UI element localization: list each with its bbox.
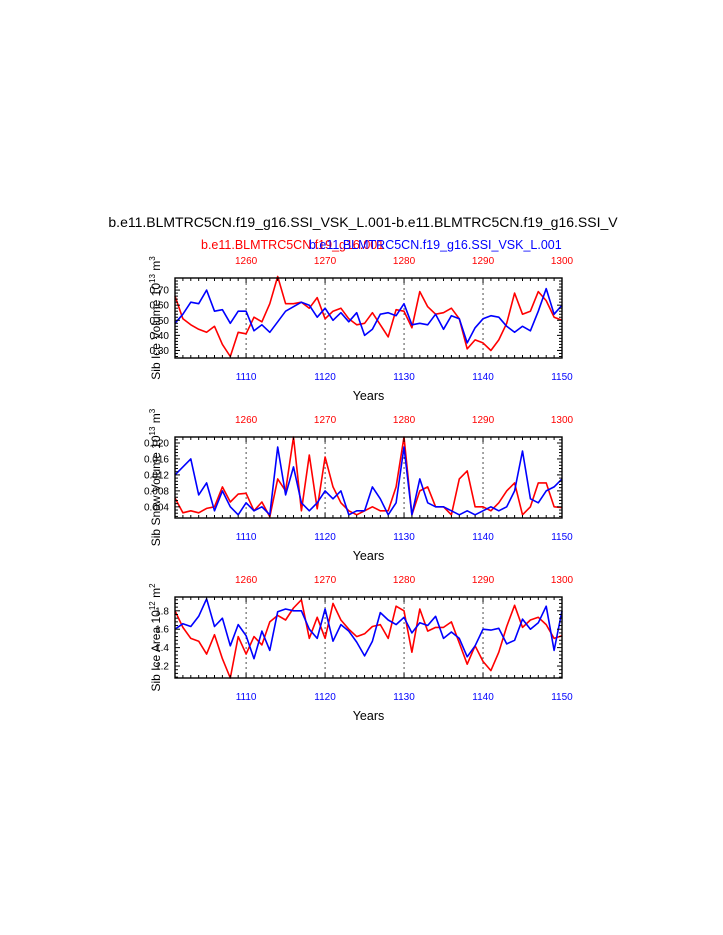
x-tick-label-top: 1270 — [314, 256, 337, 267]
x-tick-label-bottom: 1130 — [393, 372, 415, 383]
x-tick-label-top: 1280 — [393, 256, 416, 267]
x-tick-label-top: 1280 — [393, 415, 416, 426]
panel-2: 0.004 0.008 0.012 0.016 0.020 1110 1120 1130 114… — [144, 408, 574, 563]
x-tick-label-top: 1300 — [551, 256, 574, 267]
x-tick-label-bottom: 1110 — [236, 532, 257, 543]
y-tick-label: 1.4 — [155, 643, 169, 654]
plot-frame — [174, 436, 563, 519]
x-tick-label-top: 1260 — [235, 256, 258, 267]
panels-group: 0.30 0.40 0.50 0.60 0.70 1110 1120 1130 1140 1150… — [144, 256, 574, 723]
case-label-red: b.e11.BLMTRC5CN.f19_g16.001 — [201, 238, 384, 252]
x-tick-label-top: 1260 — [235, 575, 258, 586]
y-tick-label: 0.70 — [150, 286, 170, 297]
y-tick-label: 0.004 — [144, 502, 169, 513]
x-tick-label-bottom: 1120 — [314, 532, 336, 543]
figure-title: b.e11.BLMTRC5CN.f19_g16.SSI_VSK_L.001-b.… — [108, 214, 618, 230]
x-tick-label-bottom: 1150 — [551, 692, 573, 703]
y-tick-label: 0.012 — [144, 470, 169, 481]
panel-1: 0.30 0.40 0.50 0.60 0.70 1110 1120 1130 1140 1150… — [148, 256, 574, 403]
x-tick-label-top: 1270 — [314, 415, 337, 426]
y-tick-label: 0.40 — [150, 331, 170, 342]
x-tick-label-top: 1270 — [314, 575, 337, 586]
x-tick-label-top: 1290 — [472, 575, 495, 586]
x-tick-label-bottom: 1110 — [236, 372, 257, 383]
y-tick-label: 0.008 — [144, 486, 169, 497]
x-axis-title: Years — [353, 709, 385, 723]
x-tick-label-bottom: 1140 — [472, 532, 494, 543]
plot-frame — [174, 277, 563, 359]
panel-3: 1.2 1.4 1.6 1.8 1110 1120 1130 1140 1150 1260 1270… — [148, 575, 574, 723]
y-axis-title: Sib Ice Volume 1013 m3 — [148, 256, 163, 380]
y-tick-label: 1.8 — [155, 606, 169, 617]
plot-frame — [174, 596, 563, 679]
y-axis-title: Sib Snow Volume 1013 m3 — [148, 408, 163, 546]
x-tick-label-top: 1300 — [551, 575, 574, 586]
x-tick-label-bottom: 1130 — [393, 532, 415, 543]
series-line-blue — [174, 597, 563, 660]
x-tick-label-bottom: 1140 — [472, 372, 494, 383]
y-tick-label: 0.50 — [150, 316, 170, 327]
x-tick-label-bottom: 1140 — [472, 692, 494, 703]
series-line-red — [174, 275, 563, 358]
y-tick-label: 0.020 — [144, 438, 169, 449]
y-tick-label: 1.6 — [155, 625, 169, 636]
y-tick-label: 0.60 — [150, 301, 170, 312]
x-tick-label-bottom: 1110 — [236, 692, 257, 703]
y-tick-label: 0.016 — [144, 454, 169, 465]
x-tick-label-bottom: 1120 — [314, 692, 336, 703]
x-tick-label-top: 1260 — [235, 415, 258, 426]
series-line-blue — [174, 446, 563, 516]
x-tick-label-bottom: 1130 — [393, 692, 415, 703]
x-tick-label-bottom: 1120 — [314, 372, 336, 383]
y-tick-label: 1.2 — [155, 662, 169, 673]
x-tick-label-top: 1300 — [551, 415, 574, 426]
x-axis-title: Years — [353, 389, 385, 403]
x-tick-label-top: 1280 — [393, 575, 416, 586]
x-tick-label-top: 1290 — [472, 415, 495, 426]
x-tick-label-bottom: 1150 — [551, 372, 573, 383]
y-axis-title: Sib Ice Area 1012 m2 — [148, 583, 163, 692]
series-line-red — [174, 436, 563, 518]
series-line-blue — [174, 287, 563, 344]
x-tick-label-bottom: 1150 — [551, 532, 573, 543]
x-axis-title: Years — [353, 549, 385, 563]
series-line-red — [174, 598, 563, 679]
case-label-blue: b.e11.BLMTRC5CN.f19_g16.SSI_VSK_L.001 — [309, 238, 562, 252]
y-tick-label: 0.30 — [150, 346, 170, 357]
x-tick-label-top: 1290 — [472, 256, 495, 267]
